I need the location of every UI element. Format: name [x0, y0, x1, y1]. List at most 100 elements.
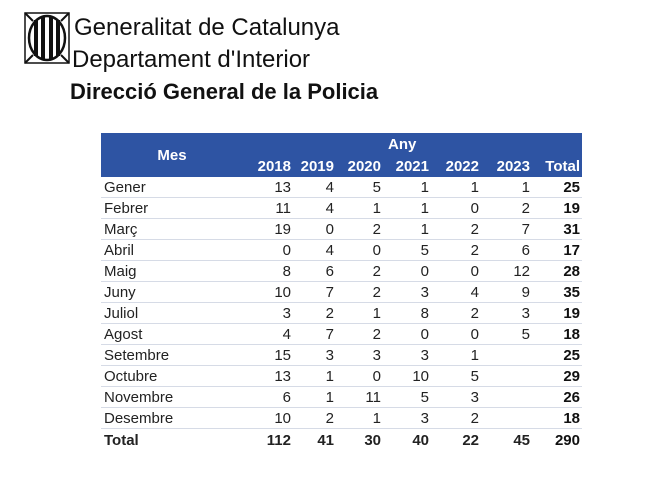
- value-cell: 0: [383, 260, 431, 282]
- table-row: Març 19 0 2 1 2 7 31: [101, 218, 582, 240]
- value-cell: 13: [243, 177, 293, 198]
- value-cell: 1: [293, 386, 336, 408]
- total-cell: 28: [532, 260, 582, 282]
- total-cell: 25: [532, 344, 582, 366]
- value-cell: 7: [481, 218, 532, 240]
- value-cell: 3: [336, 344, 383, 366]
- value-cell: 1: [336, 302, 383, 324]
- month-cell: Maig: [101, 260, 243, 282]
- value-cell: 5: [383, 386, 431, 408]
- value-cell: 1: [293, 365, 336, 387]
- month-cell: Desembre: [101, 407, 243, 429]
- total-cell: 17: [532, 239, 582, 261]
- value-cell: 0: [336, 365, 383, 387]
- column-header: 2018: [243, 155, 293, 177]
- value-cell: 11: [336, 386, 383, 408]
- value-cell: 8: [383, 302, 431, 324]
- value-cell: 4: [293, 239, 336, 261]
- value-cell: 2: [431, 218, 481, 240]
- value-cell: 6: [481, 239, 532, 261]
- value-cell: [481, 386, 532, 408]
- column-header: 2019: [293, 155, 336, 177]
- value-cell: 1: [431, 177, 481, 198]
- month-cell: Març: [101, 218, 243, 240]
- table-row: Abril 0 4 0 5 2 6 17: [101, 239, 582, 261]
- value-cell: 3: [293, 344, 336, 366]
- header-mes: Mes: [101, 133, 243, 177]
- month-cell: Juliol: [101, 302, 243, 324]
- value-cell: 12: [481, 260, 532, 282]
- table-row: Juny 10 7 2 3 4 9 35: [101, 281, 582, 303]
- table-row: Agost 4 7 2 0 0 5 18: [101, 323, 582, 345]
- month-cell: Gener: [101, 177, 243, 198]
- value-cell: 5: [481, 323, 532, 345]
- column-header: 2023: [481, 155, 532, 177]
- column-header: 2021: [383, 155, 431, 177]
- value-cell: 112: [243, 428, 293, 451]
- value-cell: 10: [383, 365, 431, 387]
- month-cell: Juny: [101, 281, 243, 303]
- value-cell: 1: [336, 407, 383, 429]
- value-cell: 3: [243, 302, 293, 324]
- month-cell: Novembre: [101, 386, 243, 408]
- value-cell: 22: [431, 428, 481, 451]
- total-cell: 19: [532, 197, 582, 219]
- value-cell: 8: [243, 260, 293, 282]
- header-any: Any: [243, 133, 582, 155]
- value-cell: 1: [336, 197, 383, 219]
- value-cell: 1: [383, 218, 431, 240]
- value-cell: 7: [293, 281, 336, 303]
- value-cell: 45: [481, 428, 532, 451]
- month-cell: Octubre: [101, 365, 243, 387]
- value-cell: 10: [243, 281, 293, 303]
- header-department: Departament d'Interior: [72, 46, 311, 73]
- value-cell: 5: [383, 239, 431, 261]
- column-header: 2022: [431, 155, 481, 177]
- generalitat-logo: [24, 12, 70, 64]
- value-cell: 0: [431, 197, 481, 219]
- value-cell: 41: [293, 428, 336, 451]
- value-cell: [481, 344, 532, 366]
- value-cell: 2: [293, 302, 336, 324]
- column-header: Total: [532, 155, 582, 177]
- value-cell: 11: [243, 197, 293, 219]
- value-cell: 3: [383, 281, 431, 303]
- table-row: Gener 13 4 5 1 1 1 25: [101, 177, 582, 198]
- value-cell: 6: [243, 386, 293, 408]
- value-cell: 2: [336, 260, 383, 282]
- table-row: Novembre 6 1 11 5 3 26: [101, 386, 582, 408]
- value-cell: 0: [243, 239, 293, 261]
- month-cell: Abril: [101, 239, 243, 261]
- value-cell: 3: [383, 407, 431, 429]
- value-cell: 4: [293, 197, 336, 219]
- value-cell: 2: [336, 281, 383, 303]
- table-row: Octubre 13 1 0 10 5 29: [101, 365, 582, 387]
- value-cell: 3: [383, 344, 431, 366]
- value-cell: 0: [336, 239, 383, 261]
- value-cell: [481, 365, 532, 387]
- value-cell: 2: [293, 407, 336, 429]
- value-cell: 4: [243, 323, 293, 345]
- value-cell: 1: [383, 197, 431, 219]
- value-cell: 2: [431, 239, 481, 261]
- value-cell: 7: [293, 323, 336, 345]
- value-cell: 0: [383, 323, 431, 345]
- value-cell: 19: [243, 218, 293, 240]
- value-cell: 15: [243, 344, 293, 366]
- table-row: Desembre 10 2 1 3 2 18: [101, 407, 582, 429]
- value-cell: 13: [243, 365, 293, 387]
- value-cell: 0: [431, 323, 481, 345]
- total-cell: 18: [532, 407, 582, 429]
- value-cell: 3: [431, 386, 481, 408]
- total-cell: 290: [532, 428, 582, 451]
- value-cell: 4: [293, 177, 336, 198]
- total-cell: 18: [532, 323, 582, 345]
- value-cell: 0: [431, 260, 481, 282]
- total-row: Total 112 41 30 40 22 45 290: [101, 428, 582, 451]
- value-cell: 30: [336, 428, 383, 451]
- value-cell: 3: [481, 302, 532, 324]
- table-row: Juliol 3 2 1 8 2 3 19: [101, 302, 582, 324]
- value-cell: 1: [481, 177, 532, 198]
- month-cell: Setembre: [101, 344, 243, 366]
- total-cell: 35: [532, 281, 582, 303]
